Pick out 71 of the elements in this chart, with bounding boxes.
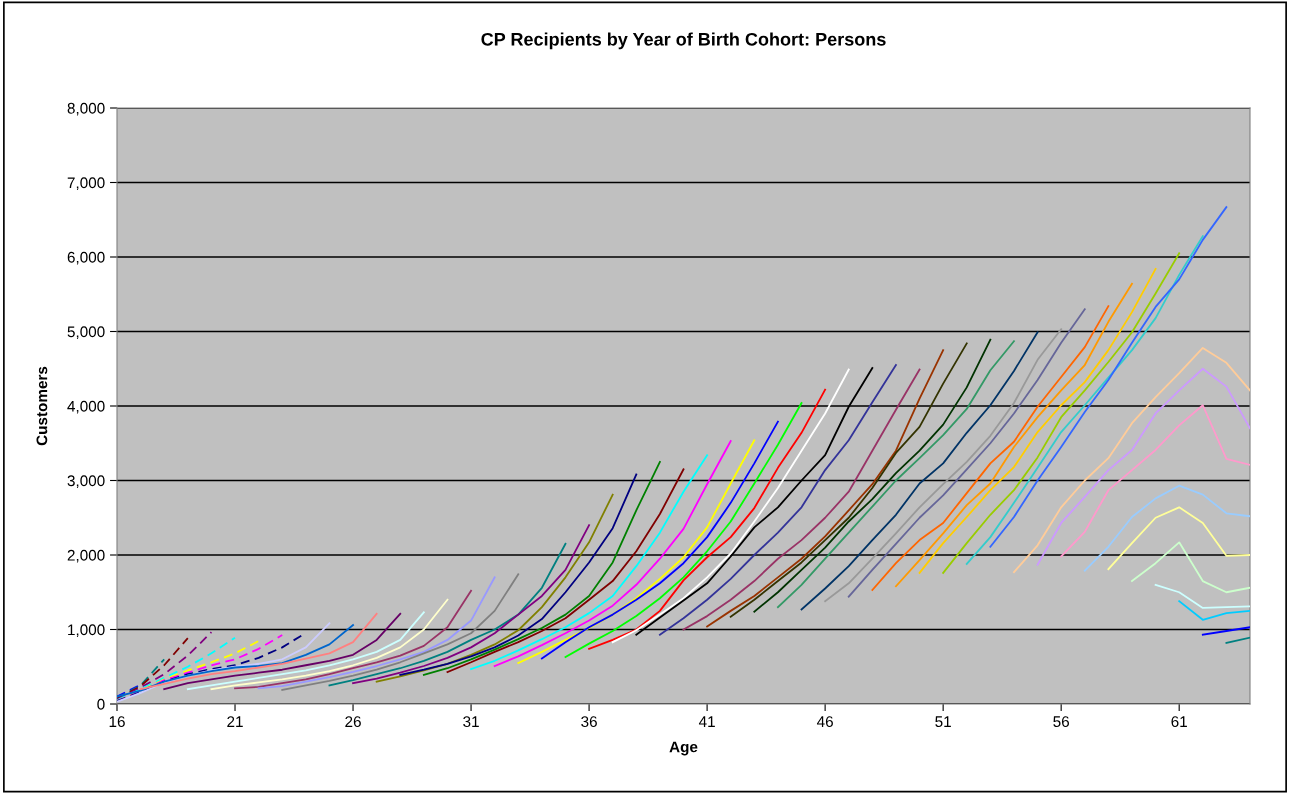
y-tick-label: 4,000	[67, 400, 105, 414]
line-series	[446, 468, 685, 673]
line-series	[588, 388, 827, 650]
line-series	[729, 342, 968, 618]
x-tick-label: 16	[109, 716, 125, 728]
x-tick-label: 51	[935, 716, 951, 728]
y-tick-label: 3,000	[67, 475, 105, 488]
x-tick-label: 31	[463, 716, 479, 728]
line-series	[895, 282, 1133, 588]
line-series	[328, 542, 567, 687]
line-series	[658, 364, 897, 636]
x-tick-label: 26	[345, 716, 361, 728]
y-tick-label: 5,000	[67, 326, 105, 339]
line-series	[117, 624, 354, 698]
line-series	[965, 235, 1204, 565]
line-series	[1083, 484, 1250, 572]
line-series	[824, 328, 1063, 603]
line-series	[989, 206, 1228, 548]
line-series	[352, 524, 590, 685]
y-tick-label: 7,000	[67, 177, 105, 190]
line-series	[210, 598, 449, 691]
line-series	[422, 460, 661, 676]
line-series	[1107, 506, 1250, 571]
y-tick-label: 8,000	[67, 102, 105, 116]
line-series	[186, 611, 425, 691]
line-series	[847, 308, 1086, 598]
line-series	[1060, 404, 1250, 558]
line-series	[117, 636, 236, 702]
line-series	[753, 338, 992, 613]
line-series	[493, 440, 732, 667]
line-series	[257, 576, 496, 690]
line-series	[800, 331, 1039, 611]
x-tick-label: 36	[581, 716, 597, 728]
line-series	[1178, 600, 1250, 621]
line-series	[706, 349, 945, 628]
line-series	[564, 402, 803, 658]
line-series	[918, 268, 1157, 574]
chart-title: CP Recipients by Year of Birth Cohort: Persons	[481, 32, 886, 50]
x-tick-label: 56	[1053, 716, 1069, 728]
line-series	[234, 589, 472, 690]
line-series	[117, 637, 189, 700]
line-series	[117, 631, 213, 701]
line-series	[517, 439, 756, 664]
line-series	[375, 493, 614, 683]
line-series	[163, 612, 402, 691]
y-tick-label: 6,000	[67, 251, 105, 265]
line-series	[281, 573, 520, 691]
y-tick-label: 0	[97, 698, 105, 710]
y-tick-label: 1,000	[68, 624, 105, 637]
line-series	[139, 612, 378, 691]
y-axis-title: Customers	[36, 366, 48, 446]
line-series	[682, 368, 921, 631]
x-tick-label: 41	[698, 716, 715, 727]
line-series	[1036, 367, 1250, 566]
line-series	[611, 368, 850, 644]
line-series	[1131, 541, 1250, 594]
x-axis-title: Age	[669, 741, 698, 756]
line-series	[871, 305, 1110, 591]
line-series	[1013, 346, 1250, 574]
line-series	[540, 420, 779, 660]
x-tick-label: 21	[227, 716, 243, 727]
line-series	[117, 622, 331, 703]
x-tick-label: 46	[816, 716, 833, 728]
line-series	[117, 640, 260, 702]
line-series	[1154, 583, 1250, 609]
line-series	[470, 454, 709, 670]
x-tick-label: 61	[1171, 716, 1187, 728]
line-series	[777, 340, 1015, 609]
line-series	[942, 252, 1181, 574]
y-tick-label: 2,000	[67, 549, 105, 563]
line-series	[399, 473, 638, 676]
